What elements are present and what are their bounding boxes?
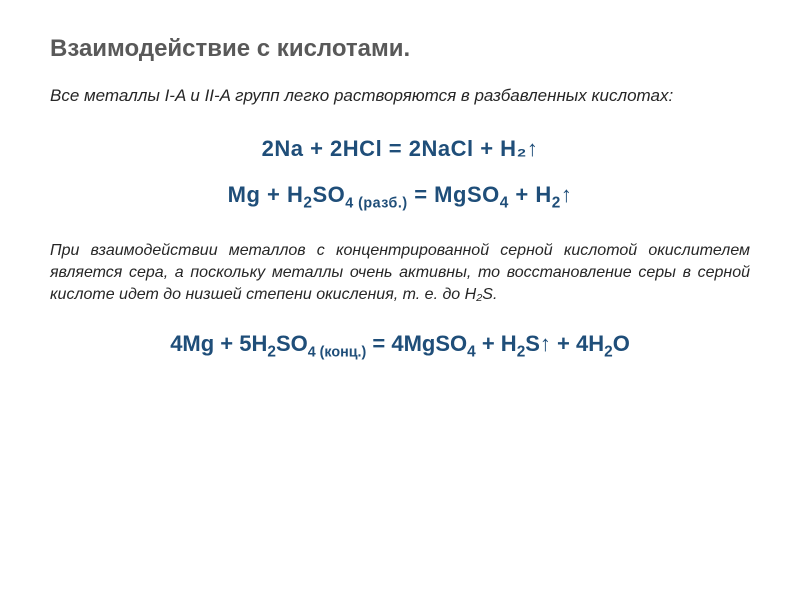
- intro-paragraph: Все металлы I-A и II-A групп легко раств…: [50, 85, 750, 108]
- body-paragraph: При взаимодействии металлов с концентрир…: [50, 240, 750, 305]
- eq3-part: 4Mg + 5H: [170, 331, 267, 356]
- eq3-part: + H: [476, 331, 517, 356]
- equation-1: 2Na + 2HCl = 2NaCl + H₂↑: [50, 136, 750, 162]
- eq3-sub: 2: [267, 344, 276, 361]
- eq2-part: Mg + H: [228, 182, 304, 207]
- equation-3: 4Mg + 5H2SO4 (конц.) = 4MgSO4 + H2S↑ + 4…: [50, 331, 750, 361]
- slide-title: Взаимодействие с кислотами.: [50, 35, 750, 63]
- eq2-sub: 2: [552, 194, 561, 211]
- eq3-part: SO: [276, 331, 308, 356]
- eq3-part: = 4MgSO: [366, 331, 467, 356]
- equation-2: Mg + H2SO4 (разб.) = MgSO4 + H2↑: [50, 182, 750, 212]
- eq2-sub: 4: [500, 194, 509, 211]
- eq2-part: + H: [509, 182, 552, 207]
- eq3-sub: 2: [517, 344, 526, 361]
- eq2-sub: 4 (разб.): [345, 195, 407, 211]
- eq2-part: SO: [312, 182, 345, 207]
- eq3-part: S↑ + 4H: [525, 331, 604, 356]
- eq2-part: ↑: [561, 182, 573, 207]
- eq3-sub: 4 (конц.): [308, 345, 367, 361]
- eq3-sub: 4: [467, 344, 476, 361]
- eq3-part: O: [613, 331, 630, 356]
- eq2-part: = MgSO: [408, 182, 500, 207]
- eq3-sub: 2: [604, 344, 613, 361]
